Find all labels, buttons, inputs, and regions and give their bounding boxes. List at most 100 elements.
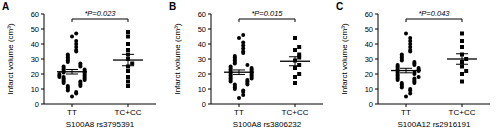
point — [74, 32, 78, 36]
x-tick-label: TC+CC — [449, 108, 476, 117]
point — [70, 35, 74, 39]
p-value: *P=0.043 — [418, 9, 450, 18]
point — [293, 36, 297, 40]
point — [62, 65, 66, 69]
point — [229, 65, 233, 69]
y-tick — [208, 104, 211, 105]
point — [74, 90, 78, 94]
x-tick — [295, 104, 296, 107]
point — [396, 63, 400, 67]
y-tick-label: 40 — [198, 40, 206, 49]
point — [126, 35, 130, 39]
point — [293, 66, 297, 70]
point — [412, 77, 416, 81]
point — [126, 48, 130, 52]
point — [126, 75, 130, 79]
error-bar — [289, 57, 301, 66]
point — [62, 75, 66, 79]
point — [460, 45, 464, 49]
x-axis-label: S100A8 rs3795391 — [66, 120, 135, 129]
x-axis-label: S100A12 rs2916191 — [398, 120, 472, 129]
point — [417, 75, 421, 79]
y-tick-label: 50 — [198, 25, 206, 34]
y-tick — [41, 74, 44, 75]
y-tick-label: 40 — [365, 40, 373, 49]
y-tick-label: 60 — [31, 10, 39, 19]
panel-letter: B — [169, 1, 176, 12]
x-tick-label: TT — [234, 108, 244, 117]
point — [297, 53, 301, 57]
point — [293, 75, 297, 79]
marks — [391, 32, 477, 99]
error-bar — [66, 70, 78, 75]
point — [460, 32, 464, 36]
y-tick — [208, 29, 211, 30]
point — [57, 72, 61, 76]
y-tick — [208, 44, 211, 45]
y-tick-label: 10 — [198, 85, 206, 94]
y-tick — [375, 44, 378, 45]
point — [464, 69, 468, 73]
y-tick-label: 30 — [365, 55, 373, 64]
y-tick — [208, 59, 211, 60]
y-tick — [41, 14, 44, 15]
y-tick — [375, 29, 378, 30]
y-axis-label: Infarct volume (cm³) — [340, 23, 349, 94]
error-bar — [456, 54, 468, 65]
point — [74, 39, 78, 43]
point — [408, 36, 412, 40]
panel: AInfarct volume (cm³)0102030405060TTTC+C… — [2, 1, 156, 129]
x-tick — [462, 104, 463, 107]
y-tick — [375, 74, 378, 75]
point — [237, 96, 241, 100]
point — [400, 81, 404, 85]
point — [126, 42, 130, 46]
y-tick — [41, 89, 44, 90]
panel-letter: C — [336, 1, 343, 12]
error-bar — [122, 54, 134, 65]
y-tick — [375, 14, 378, 15]
y-tick — [375, 59, 378, 60]
error-bar — [400, 68, 412, 73]
y-tick-label: 40 — [31, 40, 39, 49]
point — [126, 30, 130, 34]
point — [126, 80, 130, 84]
point — [66, 84, 70, 88]
y-tick — [41, 104, 44, 105]
point — [245, 63, 249, 67]
point — [297, 45, 301, 49]
y-axis-label: Infarct volume (cm³) — [173, 23, 182, 94]
y-tick-label: 0 — [369, 100, 373, 109]
point — [66, 53, 70, 57]
panel-letter: A — [2, 1, 9, 12]
figure: AInfarct volume (cm³)0102030405060TTTC+C… — [0, 0, 500, 131]
y-tick — [41, 44, 44, 45]
y-tick — [375, 89, 378, 90]
bracket — [406, 19, 462, 22]
point — [404, 32, 408, 36]
y-tick-label: 30 — [31, 55, 39, 64]
point — [297, 63, 301, 67]
point — [78, 80, 82, 84]
point — [126, 84, 130, 88]
p-value: *P=0.023 — [84, 9, 116, 18]
point — [297, 72, 301, 76]
y-tick — [208, 14, 211, 15]
y-tick — [208, 74, 211, 75]
x-tick-label: TC+CC — [282, 108, 309, 117]
panel: BInfarct volume (cm³)0102030405060TTTC+C… — [169, 1, 323, 129]
point — [460, 72, 464, 76]
y-tick-label: 0 — [202, 100, 206, 109]
x-tick-label: TT — [67, 108, 77, 117]
x-tick — [239, 104, 240, 107]
y-tick-label: 60 — [198, 10, 206, 19]
error-bar — [233, 70, 245, 75]
x-axis — [211, 104, 323, 105]
point — [404, 95, 408, 99]
x-axis-label: S100A8 rs3806232 — [233, 120, 302, 129]
point — [237, 36, 241, 40]
x-tick — [72, 104, 73, 107]
y-tick — [41, 59, 44, 60]
x-tick — [406, 104, 407, 107]
x-tick-label: TT — [401, 108, 411, 117]
